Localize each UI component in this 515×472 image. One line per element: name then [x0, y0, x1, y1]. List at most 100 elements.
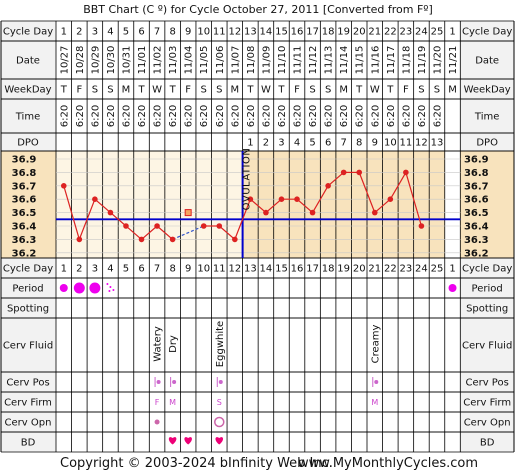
date-label: 11/17	[386, 46, 397, 75]
cycle-day-number: 9	[185, 264, 191, 275]
row-label-bg-right-cerv-firm	[460, 392, 514, 412]
temp-point	[107, 209, 114, 216]
bd-heart-icon	[184, 437, 192, 445]
cycle-day-number: 5	[123, 264, 129, 275]
cycle-day-number: 3	[92, 264, 98, 275]
time-label: 6:20	[308, 105, 319, 127]
temp-point	[216, 223, 223, 229]
y-tick-label-right: 36.6	[464, 195, 489, 206]
row-label-time: Time	[15, 112, 40, 123]
cerv-fluid-label: Watery	[153, 326, 164, 362]
temp-point	[325, 183, 331, 189]
row-label-bg-period	[1, 278, 56, 298]
period-heavy-dot	[89, 282, 101, 294]
dpo-number: 9	[372, 138, 378, 149]
row-label-weekday: WeekDay	[4, 85, 51, 96]
row-label-right-weekday: WeekDay	[464, 85, 511, 96]
row-label-bg-cerv-pos	[1, 372, 56, 392]
cycle-day-number: 25	[431, 27, 444, 38]
date-label: 11/16	[370, 46, 381, 75]
y-tick-label-right: 36.8	[464, 168, 489, 179]
dpo-number: 12	[415, 138, 428, 149]
ovulation-label: OVULATION	[242, 148, 253, 211]
weekday-label: T	[386, 85, 394, 96]
row-label-bg-right-time	[460, 99, 514, 133]
row-label-cerv-fluid: Cerv Fluid	[3, 341, 53, 352]
dpo-number: 8	[356, 138, 362, 149]
temp-line-segment	[156, 225, 174, 240]
cycle-day-number: 1	[61, 27, 67, 38]
dpo-number: 6	[325, 138, 331, 149]
dpo-number: 10	[384, 138, 397, 149]
row-label-right-cycle-day: Cycle Day	[462, 264, 512, 275]
row-label-bg-bd	[1, 432, 56, 452]
date-label: 10/31	[121, 46, 132, 75]
cycle-day-number: 2	[76, 27, 82, 38]
cycle-day-number: 15	[275, 27, 288, 38]
row-label-bg-right-weekday	[460, 79, 514, 99]
date-label: 11/06	[215, 46, 226, 75]
dpo-number: 3	[278, 138, 284, 149]
temp-point	[60, 183, 67, 189]
row-label-bg-right-cerv-opn	[460, 412, 514, 432]
discarded-temp-point	[184, 209, 192, 217]
weekday-label: T	[169, 85, 177, 96]
cycle-day-number: 24	[415, 27, 428, 38]
dpo-number: 13	[431, 138, 444, 149]
y-tick-label: 36.2	[12, 248, 37, 259]
cerv-fluid-label: Dry	[168, 335, 179, 353]
cycle-day-number: 25	[431, 264, 444, 275]
temp-point	[278, 196, 285, 202]
temp-point	[154, 223, 160, 229]
temp-line-segment	[296, 198, 313, 214]
dpo-number: 1	[247, 138, 253, 149]
cycle-day-number: 21	[368, 264, 381, 275]
weekday-label: M	[122, 85, 131, 96]
dpo-number: 11	[400, 138, 413, 149]
temp-line-segment	[141, 225, 158, 240]
temp-point	[169, 236, 176, 243]
weekday-label: F	[76, 85, 82, 96]
time-label: 6:20	[75, 105, 86, 127]
temperature-plot	[1, 151, 514, 258]
cycle-day-number: 16	[291, 27, 304, 38]
date-label: 10/30	[106, 46, 117, 75]
chart-marks	[56, 151, 461, 445]
footer-site[interactable]: www.MyMonthlyCycles.com	[298, 456, 478, 471]
y-tick-label-right: 36.9	[464, 155, 489, 166]
row-label-bg-cerv-fluid	[1, 318, 56, 372]
time-label: 6:20	[386, 105, 397, 127]
time-label: 6:20	[121, 105, 132, 127]
row-label-cycle-day: Cycle Day	[3, 264, 53, 275]
temp-line-segment	[265, 198, 282, 214]
time-label: 6:20	[339, 105, 350, 127]
temp-point	[294, 196, 300, 202]
weekday-label: S	[325, 85, 331, 96]
dpo-number: 4	[294, 138, 300, 149]
temp-line-segment	[358, 172, 376, 213]
cycle-day-number: 15	[275, 264, 288, 275]
temp-line-segment	[389, 172, 407, 200]
row-label-right-dpo: DPO	[476, 138, 498, 149]
y-tick-label: 36.9	[12, 155, 37, 166]
weekday-label: S	[418, 85, 424, 96]
row-label-bg-right-cerv-fluid	[460, 318, 514, 372]
cerv-pos-dot	[172, 380, 177, 384]
row-label-right-cerv-firm: Cerv Firm	[463, 398, 511, 409]
weekday-label: T	[60, 85, 68, 96]
row-label-right-bd: BD	[480, 438, 495, 449]
time-label: 6:20	[293, 105, 304, 127]
cycle-day-number: 22	[384, 264, 397, 275]
row-label-cycle-day: Cycle Day	[3, 27, 53, 38]
bd-heart-icon	[215, 437, 224, 445]
weekday-label: M	[339, 85, 348, 96]
date-label: 11/10	[277, 46, 288, 75]
row-label-bg-right-spotting	[460, 298, 514, 318]
temp-point	[92, 196, 98, 202]
row-label-date: Date	[16, 56, 40, 67]
row-label-period: Period	[12, 284, 43, 295]
temp-line-segment	[249, 198, 267, 214]
row-label-spotting: Spotting	[7, 304, 49, 315]
date-label: 11/01	[137, 46, 148, 75]
cycle-day-number: 17	[306, 264, 319, 275]
